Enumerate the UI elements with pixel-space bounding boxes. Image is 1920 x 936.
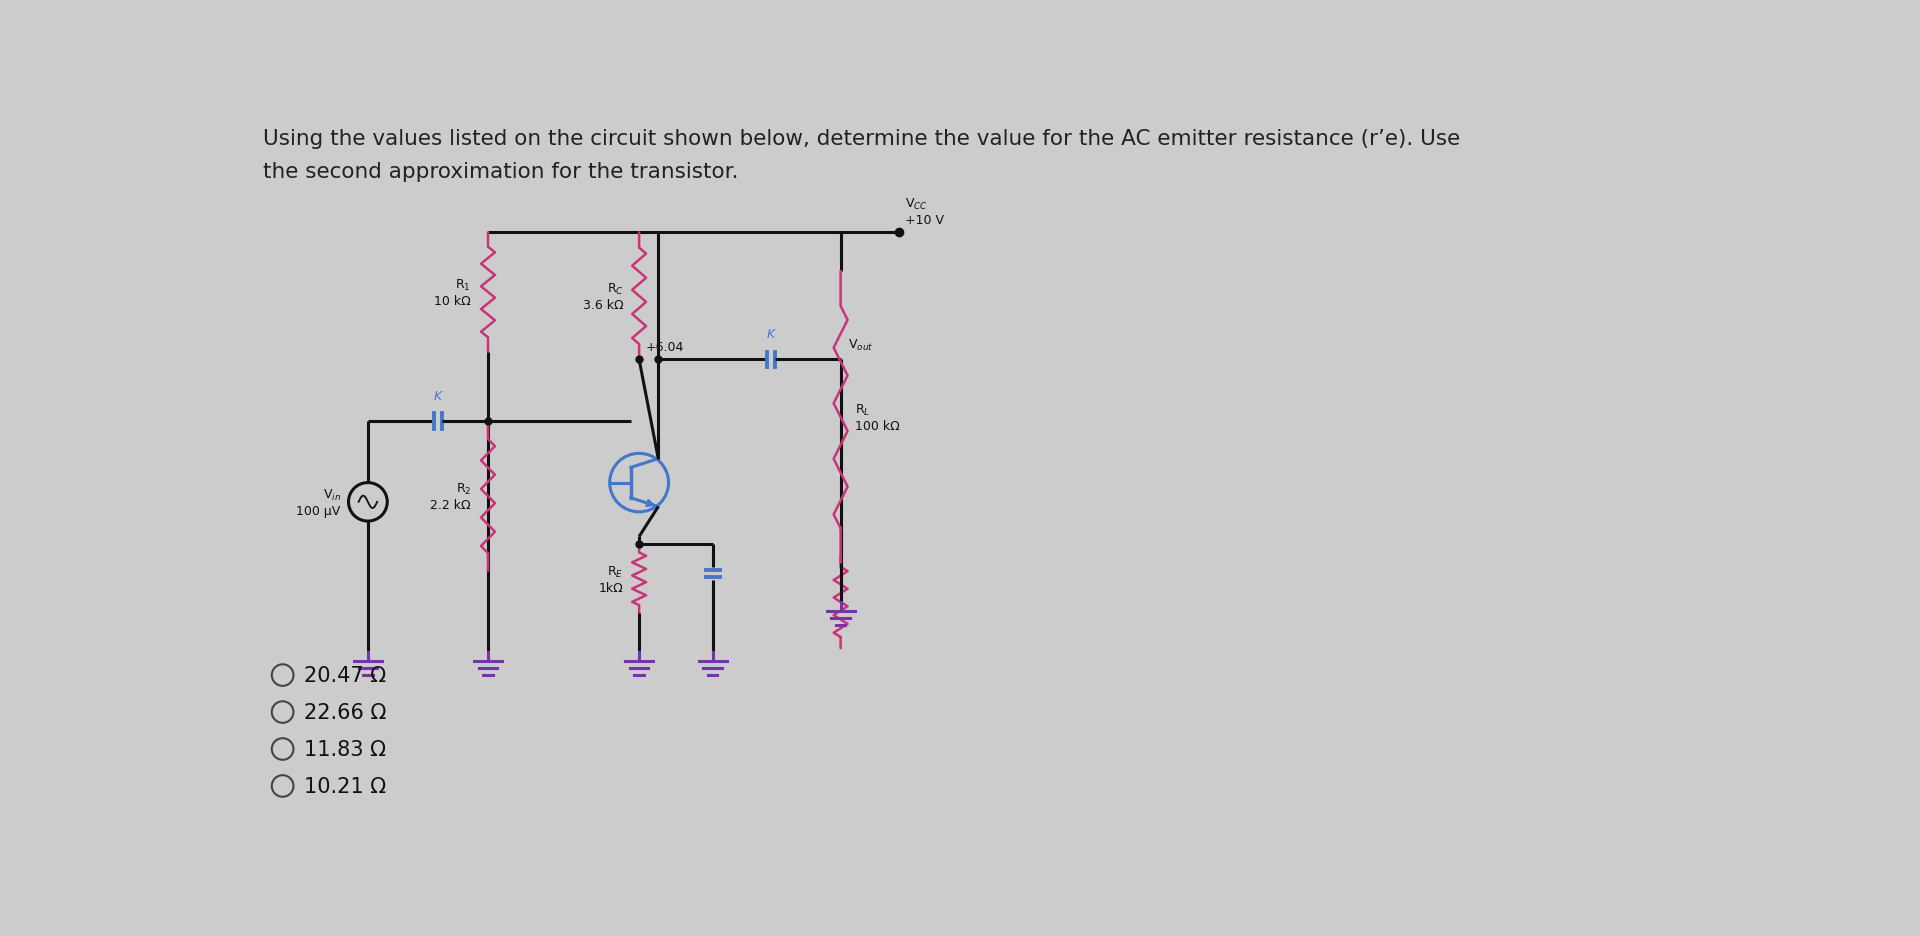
Text: V$_{CC}$
+10 V: V$_{CC}$ +10 V	[904, 197, 945, 227]
Text: K: K	[434, 389, 442, 402]
Text: 11.83 Ω: 11.83 Ω	[303, 739, 386, 759]
Text: 22.66 Ω: 22.66 Ω	[303, 702, 386, 723]
Text: R$_L$
100 kΩ: R$_L$ 100 kΩ	[854, 402, 899, 432]
Text: +6.04: +6.04	[645, 341, 684, 354]
Text: R$_1$
10 kΩ: R$_1$ 10 kΩ	[434, 278, 470, 308]
Text: 20.47 Ω: 20.47 Ω	[303, 665, 386, 685]
Text: K: K	[766, 328, 776, 341]
Text: Using the values listed on the circuit shown below, determine the value for the : Using the values listed on the circuit s…	[263, 129, 1461, 149]
Text: 10.21 Ω: 10.21 Ω	[303, 776, 386, 797]
Text: the second approximation for the transistor.: the second approximation for the transis…	[263, 162, 739, 183]
Text: R$_2$
2.2 kΩ: R$_2$ 2.2 kΩ	[430, 481, 470, 512]
Text: V$_{out}$: V$_{out}$	[849, 337, 874, 352]
Text: V$_{in}$
100 μV: V$_{in}$ 100 μV	[296, 488, 340, 518]
Text: R$_E$
1kΩ: R$_E$ 1kΩ	[599, 564, 624, 594]
Text: R$_C$
3.6 kΩ: R$_C$ 3.6 kΩ	[584, 282, 624, 312]
